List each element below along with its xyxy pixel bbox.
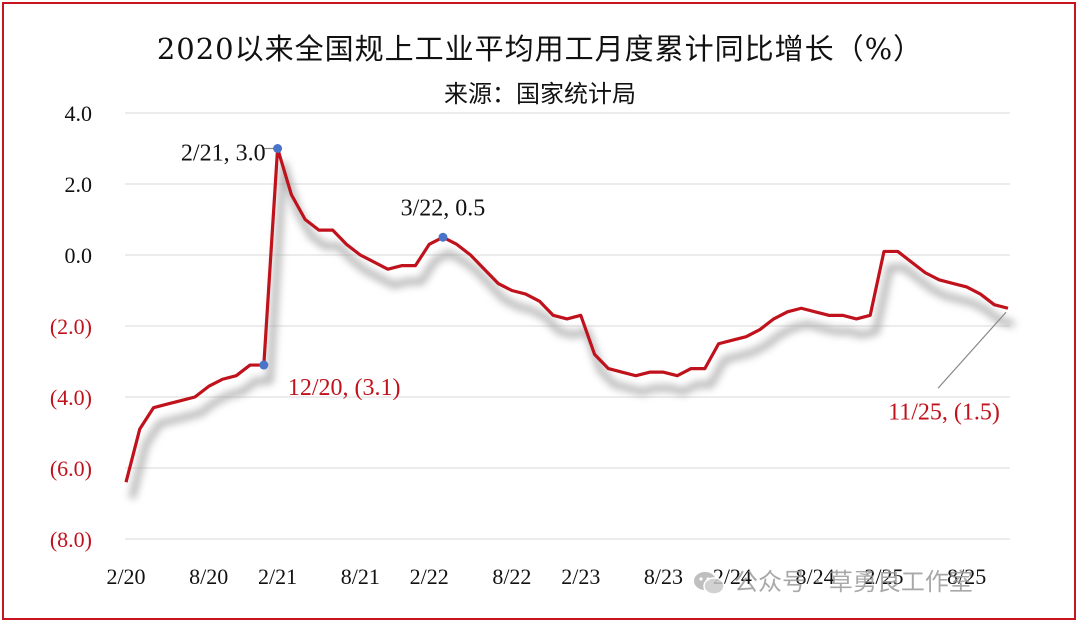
x-tick-label: 2/25 xyxy=(864,564,903,589)
y-tick-label: (4.0) xyxy=(50,385,92,410)
watermark: 公众号 · 草勇良工作室 xyxy=(692,562,973,597)
data-point-marker xyxy=(438,232,448,242)
x-tick-label: 2/22 xyxy=(410,564,449,589)
y-tick-label: (6.0) xyxy=(50,456,92,481)
series-line-shadow xyxy=(128,161,1015,500)
y-tick-label: (2.0) xyxy=(50,314,92,339)
series-line xyxy=(124,146,1009,483)
data-point-marker xyxy=(273,144,283,153)
x-tick-label: 8/25 xyxy=(947,564,986,589)
y-tick-label: (8.0) xyxy=(50,527,92,552)
x-tick-label: 8/24 xyxy=(796,564,835,589)
x-tick-label: 8/23 xyxy=(644,564,683,589)
watermark-text: 公众号 · 草勇良工作室 xyxy=(734,568,973,596)
annotation-leader xyxy=(937,311,1007,389)
chart-subtitle: 来源：国家统计局 xyxy=(444,80,636,108)
x-tick-label: 8/20 xyxy=(189,564,228,589)
data-label: 12/20, (3.1) xyxy=(288,375,401,401)
x-tick-label: 2/20 xyxy=(106,564,145,589)
y-tick-label: 2.0 xyxy=(65,172,93,197)
chart-title: 2020以来全国规上工业平均用工月度累计同比增长（%） xyxy=(156,32,924,66)
data-point-marker xyxy=(259,360,269,370)
data-label: 3/22, 0.5 xyxy=(401,195,486,221)
y-tick-label: 4.0 xyxy=(65,101,93,126)
x-tick-label: 2/23 xyxy=(561,564,600,589)
x-tick-label: 8/21 xyxy=(341,564,380,589)
x-tick-label: 8/22 xyxy=(492,564,531,589)
x-tick-label: 2/21 xyxy=(258,564,297,589)
y-tick-label: 0.0 xyxy=(65,243,93,268)
data-label: 2/21, 3.0 xyxy=(181,141,266,167)
data-label: 11/25, (1.5) xyxy=(888,399,1000,425)
wechat-icon xyxy=(694,572,725,595)
